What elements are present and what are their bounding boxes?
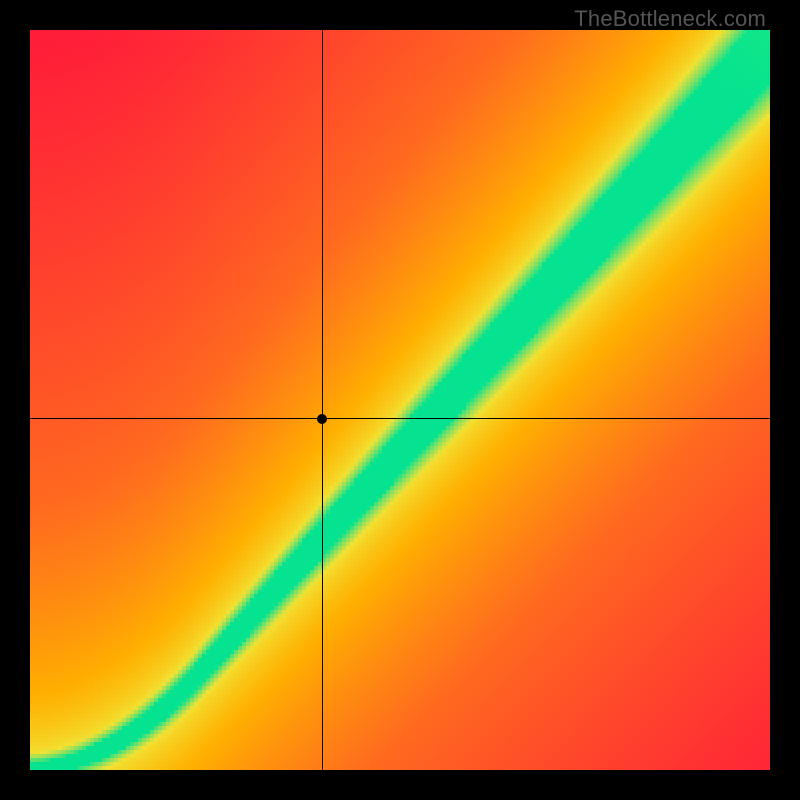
watermark-text: TheBottleneck.com bbox=[574, 6, 766, 32]
heatmap-canvas bbox=[30, 30, 770, 770]
heatmap-plot bbox=[30, 30, 770, 770]
crosshair-vertical bbox=[322, 30, 323, 770]
chart-container: TheBottleneck.com bbox=[0, 0, 800, 800]
crosshair-horizontal bbox=[30, 418, 770, 419]
crosshair-dot bbox=[317, 414, 327, 424]
